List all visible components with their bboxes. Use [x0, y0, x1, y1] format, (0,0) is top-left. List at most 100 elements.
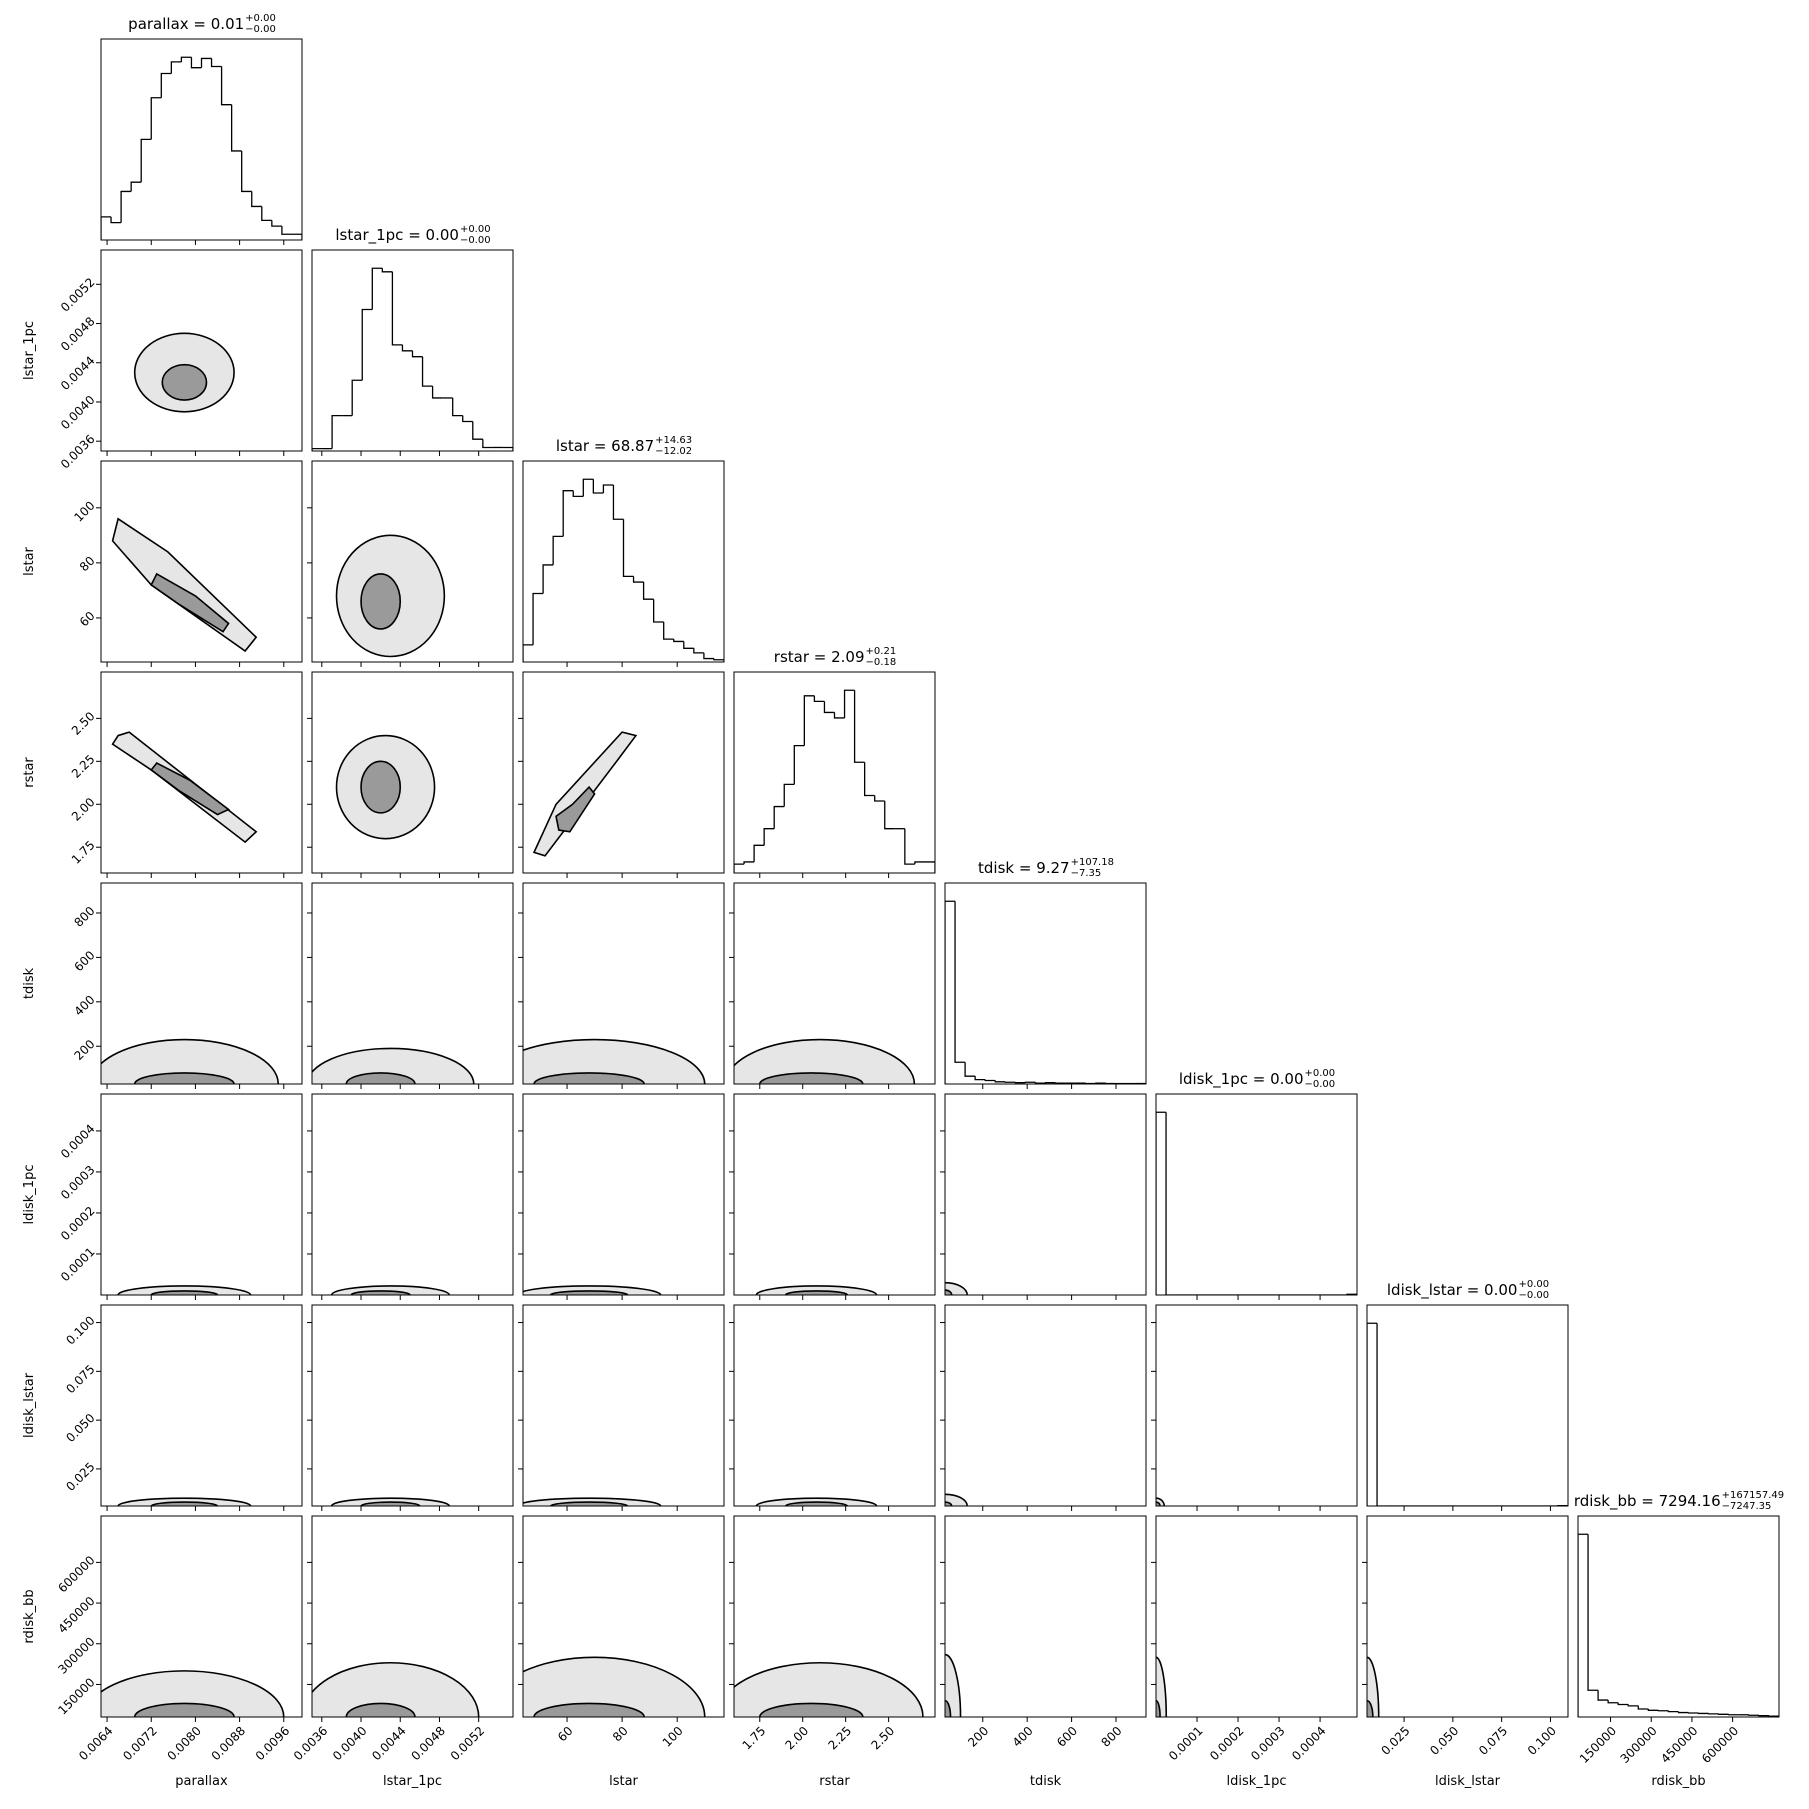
x-tick-label: 0.0036 — [291, 1724, 331, 1764]
hist-bin — [281, 226, 292, 235]
hist-bin — [673, 639, 684, 643]
contour — [312, 1047, 475, 1084]
hist-bin — [190, 57, 202, 69]
title-minus: −7247.35 — [1722, 1501, 1772, 1512]
hist-bin — [110, 216, 122, 224]
hist-bin — [572, 490, 584, 498]
hist-bin — [331, 414, 343, 449]
hist-bin — [632, 576, 644, 583]
panel-frame — [100, 671, 303, 874]
hist-bin — [312, 447, 323, 451]
hist-bin — [914, 861, 925, 865]
hist-bin — [843, 689, 855, 718]
histogram — [734, 689, 935, 873]
x-tick-label: 150000 — [1577, 1724, 1619, 1766]
y-tick-label: 0.100 — [63, 1313, 97, 1347]
title-plus: +0.00 — [1305, 1068, 1336, 1079]
panel-frame — [944, 882, 1147, 1085]
hist-bin — [1587, 1534, 1599, 1691]
contour — [1367, 1699, 1374, 1717]
panel-frame — [522, 882, 725, 1085]
title-plus: +0.00 — [245, 13, 276, 24]
hist-bin — [361, 308, 373, 381]
contour — [945, 1699, 952, 1717]
contour — [533, 1702, 645, 1717]
y-tick-label: 400 — [71, 993, 97, 1019]
contour-set — [101, 1038, 280, 1084]
panel-title: lstar = 68.87 — [556, 437, 654, 455]
x-tick-label: 0.0004 — [1289, 1724, 1329, 1764]
panel-frame — [311, 1515, 514, 1718]
panel-frame — [522, 1093, 725, 1296]
hist-bin — [220, 66, 232, 106]
panel-title: rdisk_bb = 7294.16 — [1574, 1492, 1721, 1511]
hist-bin — [984, 1079, 996, 1082]
hist-bin — [1768, 1715, 1779, 1717]
hist-bin — [945, 900, 956, 1084]
hist-bin — [542, 564, 554, 594]
hist-bin — [231, 104, 242, 152]
contour-set — [111, 731, 258, 844]
title-minus: −0.00 — [460, 235, 491, 246]
contour — [150, 762, 231, 816]
y-tick-label: 200 — [71, 1037, 97, 1063]
y-tick-label: 150000 — [55, 1675, 97, 1717]
hist-bin — [421, 356, 433, 387]
x-tick-label: 600000 — [1699, 1724, 1741, 1766]
y-tick-label: 0.0003 — [58, 1163, 98, 1203]
panel-frame — [944, 1093, 1147, 1296]
y-tick-label: 600 — [71, 948, 97, 974]
hist-bin — [1597, 1690, 1609, 1701]
y-axis-label: lstar — [22, 546, 37, 575]
hist-bin — [793, 744, 805, 785]
hist-bin — [642, 582, 654, 600]
contour-set — [335, 734, 436, 840]
hist-bin — [833, 712, 845, 719]
title-plus: +107.18 — [1071, 857, 1114, 868]
x-tick-label: 600 — [1054, 1724, 1080, 1750]
y-tick-label: 450000 — [55, 1594, 97, 1636]
hist-bin — [813, 695, 825, 702]
panel-frame — [311, 460, 514, 663]
hist-bin — [381, 268, 393, 273]
y-tick-label: 0.0040 — [58, 393, 98, 433]
hist-bin — [1156, 1111, 1167, 1295]
panel-frame — [1366, 1515, 1569, 1718]
contour-set — [532, 731, 638, 857]
panel-frame — [944, 1515, 1147, 1718]
hist-bin — [653, 599, 664, 623]
hist-bin — [954, 901, 966, 1063]
contour — [111, 517, 258, 653]
title-minus: −0.00 — [1518, 1290, 1549, 1301]
y-tick-label: 2.50 — [69, 709, 98, 738]
hist-bin — [251, 191, 262, 208]
y-tick-label: 2.25 — [69, 752, 98, 781]
x-tick-label: 0.025 — [1378, 1724, 1412, 1758]
panel-frame — [311, 671, 514, 874]
title-plus: +0.00 — [460, 224, 491, 235]
y-tick-label: 0.025 — [63, 1460, 97, 1494]
hist-bin — [602, 484, 614, 493]
x-tick-label: 0.0096 — [253, 1724, 293, 1764]
hist-bin — [200, 57, 212, 68]
title-plus: +0.21 — [866, 646, 897, 657]
x-tick-label: 2.25 — [825, 1724, 854, 1753]
panel-title: tdisk = 9.27 — [978, 859, 1070, 877]
hist-bin — [210, 58, 222, 68]
x-tick-label: 0.0080 — [164, 1724, 204, 1764]
hist-bin — [150, 97, 162, 140]
x-tick-label: 80 — [610, 1724, 631, 1745]
x-tick-label: 450000 — [1658, 1724, 1700, 1766]
x-tick-label: 0.0040 — [330, 1724, 370, 1764]
hist-bin — [1165, 1112, 1177, 1295]
hist-bin — [904, 828, 915, 865]
hist-bin — [462, 415, 473, 423]
hist-bin — [291, 233, 302, 240]
hist-bin — [1637, 1705, 1649, 1710]
panel-frame — [100, 460, 303, 663]
contour-set — [101, 1670, 285, 1717]
hist-bin — [924, 861, 935, 873]
histogram — [945, 900, 1146, 1084]
x-axis-label: rstar — [819, 1774, 850, 1789]
